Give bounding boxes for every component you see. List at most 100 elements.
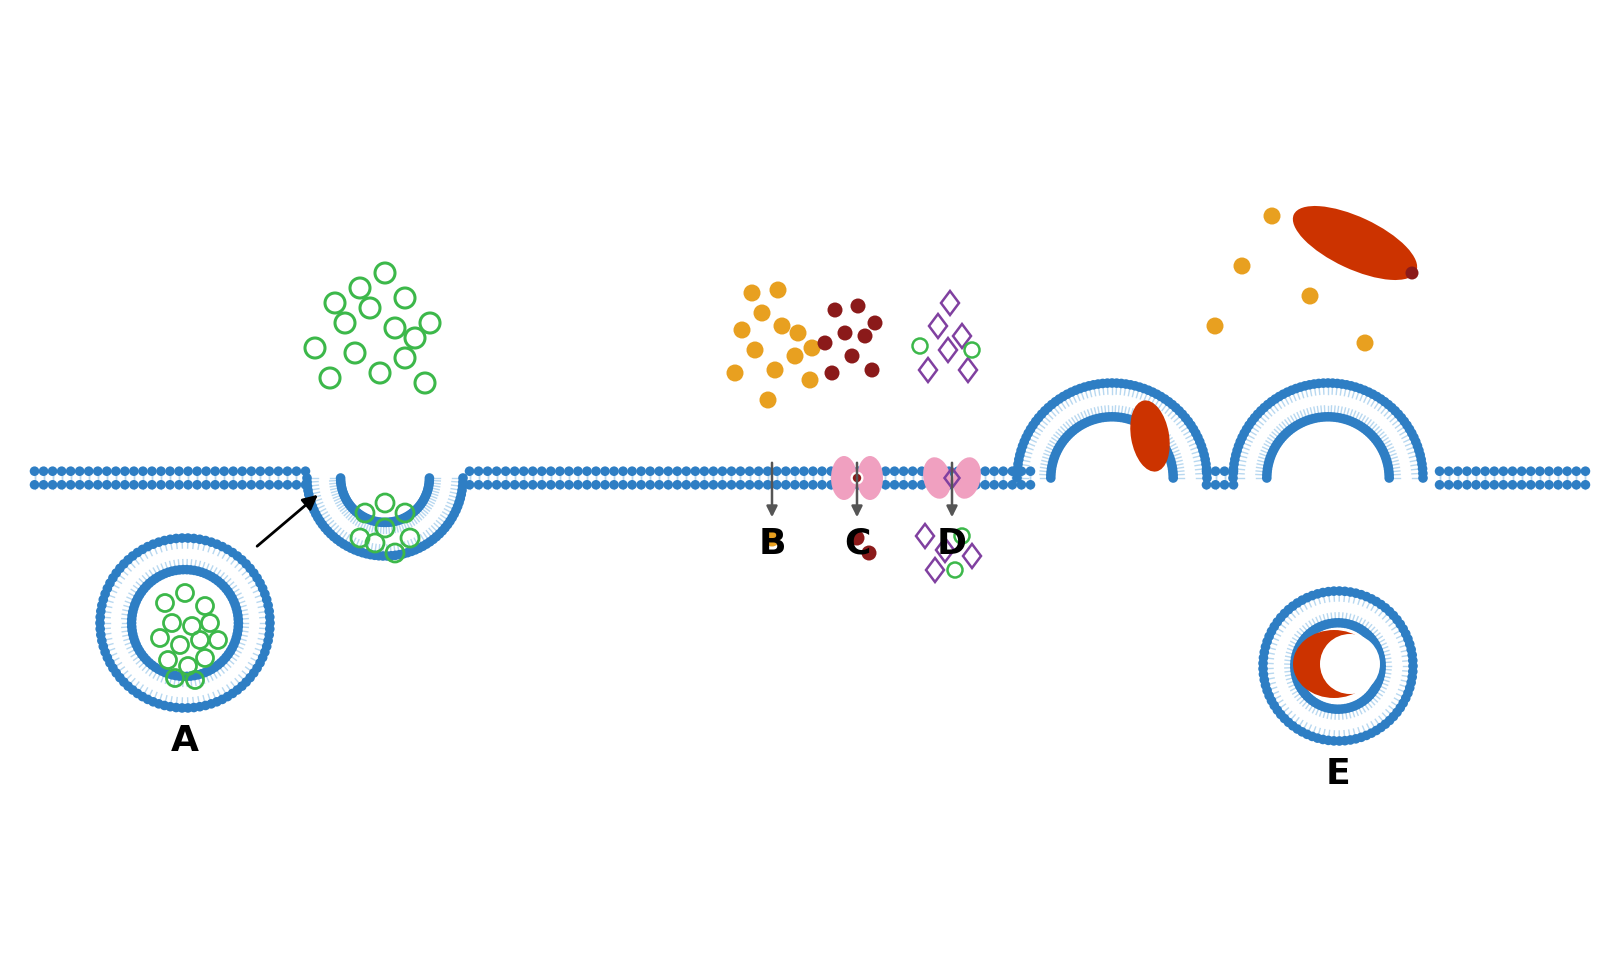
Circle shape: [798, 467, 808, 476]
Circle shape: [133, 689, 142, 698]
Circle shape: [1262, 465, 1272, 474]
Circle shape: [421, 492, 430, 502]
Circle shape: [445, 516, 454, 526]
Circle shape: [1054, 442, 1064, 452]
Circle shape: [1229, 465, 1238, 474]
Circle shape: [454, 498, 464, 508]
Circle shape: [421, 490, 430, 500]
Circle shape: [1102, 378, 1112, 388]
Circle shape: [256, 480, 266, 490]
Circle shape: [1152, 432, 1162, 442]
Circle shape: [253, 573, 262, 583]
Circle shape: [1294, 642, 1304, 651]
Circle shape: [1302, 691, 1312, 701]
Circle shape: [1128, 417, 1138, 425]
Circle shape: [237, 480, 246, 490]
Circle shape: [474, 467, 483, 476]
Circle shape: [1264, 691, 1274, 701]
Circle shape: [1571, 480, 1581, 490]
Circle shape: [206, 665, 216, 675]
Circle shape: [213, 697, 222, 707]
Circle shape: [440, 523, 450, 533]
Circle shape: [1150, 430, 1160, 440]
Circle shape: [944, 467, 954, 476]
Circle shape: [1507, 480, 1517, 490]
Circle shape: [206, 538, 216, 548]
Circle shape: [1269, 701, 1278, 711]
Circle shape: [1046, 470, 1056, 480]
Circle shape: [781, 467, 790, 476]
Circle shape: [926, 480, 936, 490]
Circle shape: [138, 467, 147, 476]
Circle shape: [363, 514, 373, 524]
Circle shape: [144, 658, 154, 668]
Circle shape: [168, 567, 178, 576]
Circle shape: [165, 535, 174, 545]
Circle shape: [232, 686, 242, 695]
Circle shape: [128, 552, 138, 561]
Circle shape: [168, 670, 178, 680]
Circle shape: [1347, 620, 1357, 630]
Circle shape: [1013, 469, 1022, 478]
Circle shape: [1302, 631, 1312, 641]
Circle shape: [1366, 689, 1376, 697]
Circle shape: [1373, 392, 1382, 402]
Circle shape: [1126, 380, 1136, 390]
Circle shape: [38, 467, 48, 476]
Circle shape: [1347, 418, 1357, 426]
Circle shape: [1312, 414, 1322, 423]
Circle shape: [1267, 627, 1277, 637]
Circle shape: [264, 606, 274, 616]
Circle shape: [1490, 467, 1499, 476]
Circle shape: [1472, 480, 1482, 490]
Circle shape: [1258, 664, 1267, 674]
Circle shape: [1374, 440, 1384, 449]
Circle shape: [1245, 421, 1254, 430]
Circle shape: [395, 515, 405, 525]
Circle shape: [1534, 467, 1544, 476]
Circle shape: [1346, 735, 1355, 745]
Circle shape: [341, 494, 350, 504]
Circle shape: [1418, 473, 1427, 483]
Circle shape: [258, 584, 267, 594]
Circle shape: [456, 494, 466, 504]
Circle shape: [237, 556, 246, 565]
Circle shape: [600, 467, 610, 476]
Circle shape: [1280, 609, 1290, 619]
Circle shape: [112, 568, 122, 578]
Circle shape: [1146, 426, 1155, 436]
Circle shape: [1093, 379, 1102, 389]
Circle shape: [1110, 413, 1120, 422]
Circle shape: [30, 467, 40, 476]
Circle shape: [1411, 437, 1421, 447]
Circle shape: [165, 467, 174, 476]
Circle shape: [370, 551, 379, 560]
Circle shape: [1293, 647, 1302, 657]
Circle shape: [336, 481, 346, 490]
Circle shape: [1058, 392, 1067, 402]
Circle shape: [1171, 403, 1181, 413]
Circle shape: [1202, 469, 1211, 478]
Circle shape: [1314, 379, 1323, 389]
Circle shape: [1274, 392, 1283, 402]
Circle shape: [1067, 388, 1077, 397]
Circle shape: [1307, 591, 1317, 600]
Circle shape: [747, 342, 763, 359]
Circle shape: [907, 467, 917, 476]
Circle shape: [422, 488, 432, 497]
Circle shape: [1365, 428, 1374, 438]
Ellipse shape: [1130, 401, 1170, 472]
Circle shape: [344, 498, 354, 508]
Circle shape: [227, 594, 237, 603]
Circle shape: [314, 513, 323, 523]
Circle shape: [419, 494, 429, 504]
Circle shape: [1288, 722, 1298, 731]
Circle shape: [197, 568, 206, 577]
Circle shape: [853, 480, 862, 490]
Circle shape: [182, 565, 192, 575]
Circle shape: [1357, 335, 1373, 352]
Circle shape: [221, 584, 230, 594]
Circle shape: [1107, 378, 1117, 388]
Circle shape: [808, 480, 818, 490]
Circle shape: [358, 512, 368, 522]
